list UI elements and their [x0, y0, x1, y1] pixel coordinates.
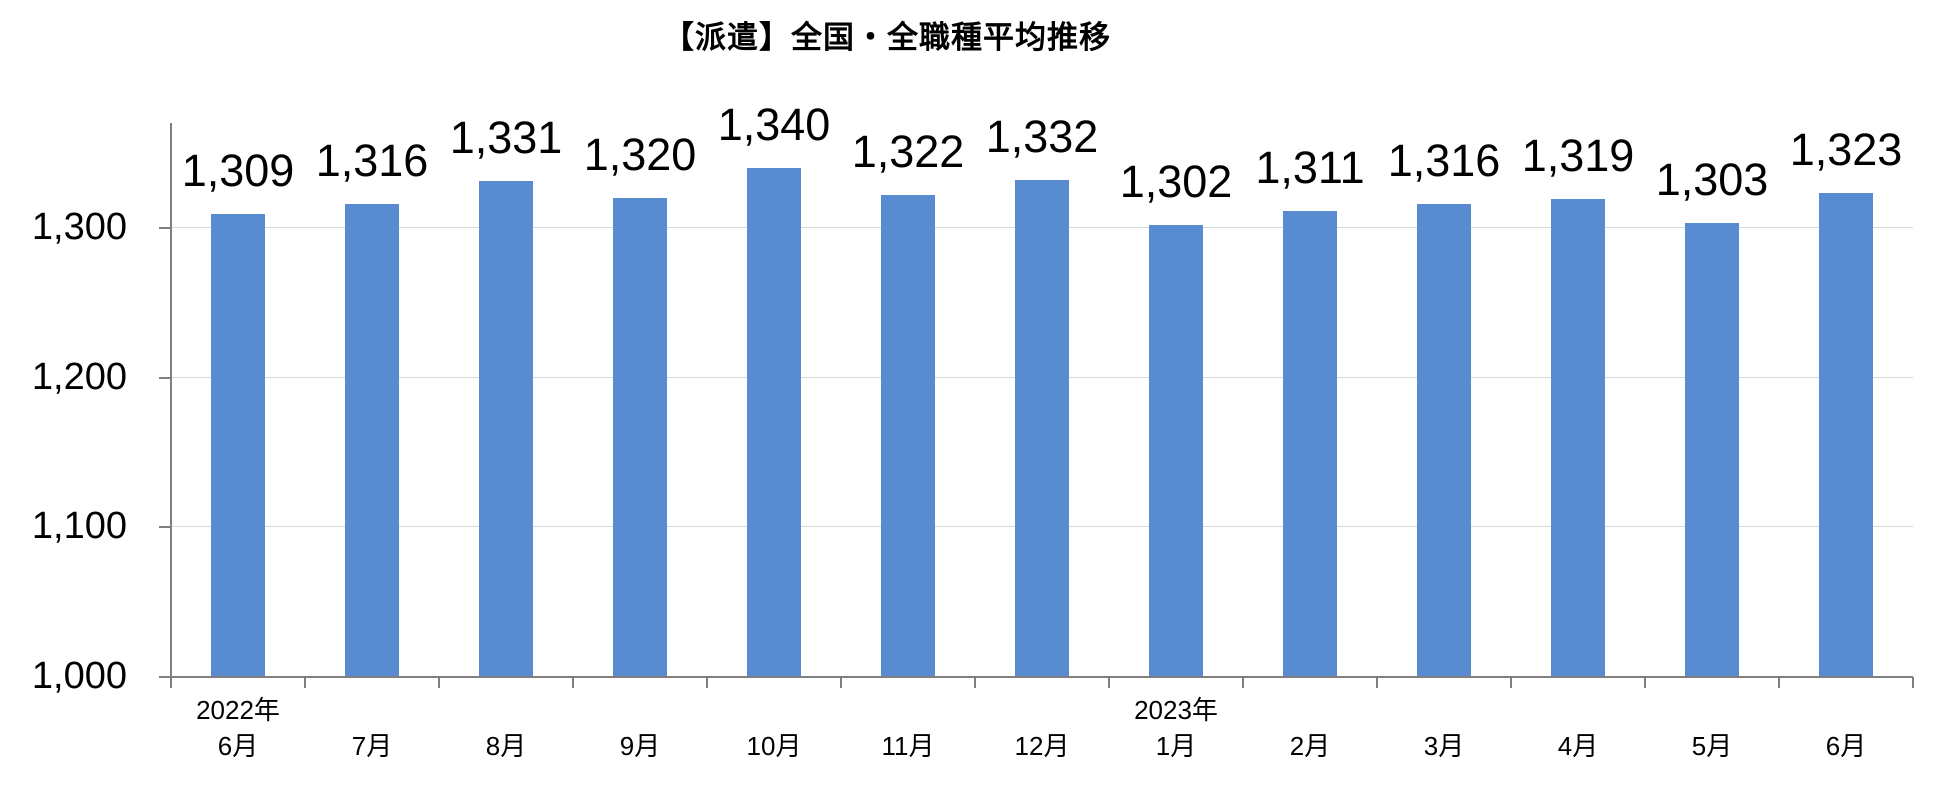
x-axis-tick — [840, 677, 842, 688]
x-axis-line — [159, 676, 1913, 678]
x-axis-tick — [170, 677, 172, 688]
bar-value-label: 1,319 — [1521, 130, 1635, 182]
x-axis-tick — [1644, 677, 1646, 688]
bar-value-label: 1,332 — [985, 110, 1099, 162]
bar-value-label: 1,302 — [1119, 155, 1233, 207]
bar-value-label: 1,303 — [1655, 154, 1769, 206]
x-axis-month-label: 4月 — [1557, 731, 1599, 761]
y-axis-tick-label: 1,000 — [31, 655, 127, 697]
x-axis-year-label: 2023年 — [1134, 695, 1218, 725]
x-axis-tick — [572, 677, 574, 688]
x-axis-month-label: 7月 — [351, 731, 393, 761]
y-axis-tick — [159, 376, 171, 379]
bar — [1283, 211, 1337, 677]
bar-value-label: 1,316 — [1387, 134, 1501, 186]
bar — [479, 181, 533, 677]
x-axis-year-label: 2022年 — [196, 695, 280, 725]
bar-value-label: 1,320 — [583, 128, 697, 180]
bar — [1417, 203, 1471, 677]
x-axis-month-label: 6月 — [217, 731, 259, 761]
y-axis-tick-label: 1,200 — [31, 355, 127, 398]
x-axis-month-label: 10月 — [746, 731, 802, 761]
bar — [747, 167, 801, 677]
y-axis-tick-label: 1,100 — [31, 505, 127, 548]
x-axis-month-label: 8月 — [485, 731, 527, 761]
y-axis-line — [170, 123, 172, 677]
x-axis-tick — [1778, 677, 1780, 688]
x-axis-month-label: 11月 — [881, 731, 935, 761]
x-axis-month-label: 2月 — [1289, 731, 1331, 761]
x-axis-tick — [706, 677, 708, 688]
bar-value-label: 1,322 — [851, 125, 965, 177]
bar-value-label: 1,316 — [315, 134, 429, 186]
y-axis-tick — [159, 526, 171, 529]
x-axis-month-label: 5月 — [1691, 731, 1733, 761]
x-axis-month-label: 12月 — [1014, 731, 1070, 761]
bar — [1551, 199, 1605, 677]
x-axis-month-label: 9月 — [619, 731, 661, 761]
y-axis-tick-label: 1,300 — [31, 205, 127, 248]
bar — [613, 197, 667, 677]
bar — [1819, 193, 1873, 677]
bar — [345, 203, 399, 677]
bar-value-label: 1,331 — [449, 112, 563, 164]
bar — [211, 214, 265, 677]
bar-value-label: 1,323 — [1789, 124, 1903, 176]
x-axis-tick — [1912, 677, 1914, 688]
x-axis-month-label: 6月 — [1825, 731, 1867, 761]
bar — [1685, 223, 1739, 677]
x-axis-tick — [1108, 677, 1110, 688]
bar-value-label: 1,309 — [181, 145, 295, 197]
y-axis-tick — [159, 226, 171, 229]
chart-title: 【派遣】全国・全職種平均推移 — [663, 20, 1111, 55]
x-axis-month-label: 3月 — [1423, 731, 1465, 761]
bar — [1015, 179, 1069, 677]
x-axis-tick — [304, 677, 306, 688]
x-axis-month-label: 1月 — [1155, 731, 1197, 761]
x-axis-tick — [1510, 677, 1512, 688]
x-axis-tick — [438, 677, 440, 688]
bar-value-label: 1,311 — [1255, 142, 1365, 194]
bar — [881, 194, 935, 677]
bar — [1149, 224, 1203, 677]
x-axis-tick — [974, 677, 976, 688]
x-axis-tick — [1376, 677, 1378, 688]
x-axis-tick — [1242, 677, 1244, 688]
bar-value-label: 1,340 — [717, 98, 831, 150]
